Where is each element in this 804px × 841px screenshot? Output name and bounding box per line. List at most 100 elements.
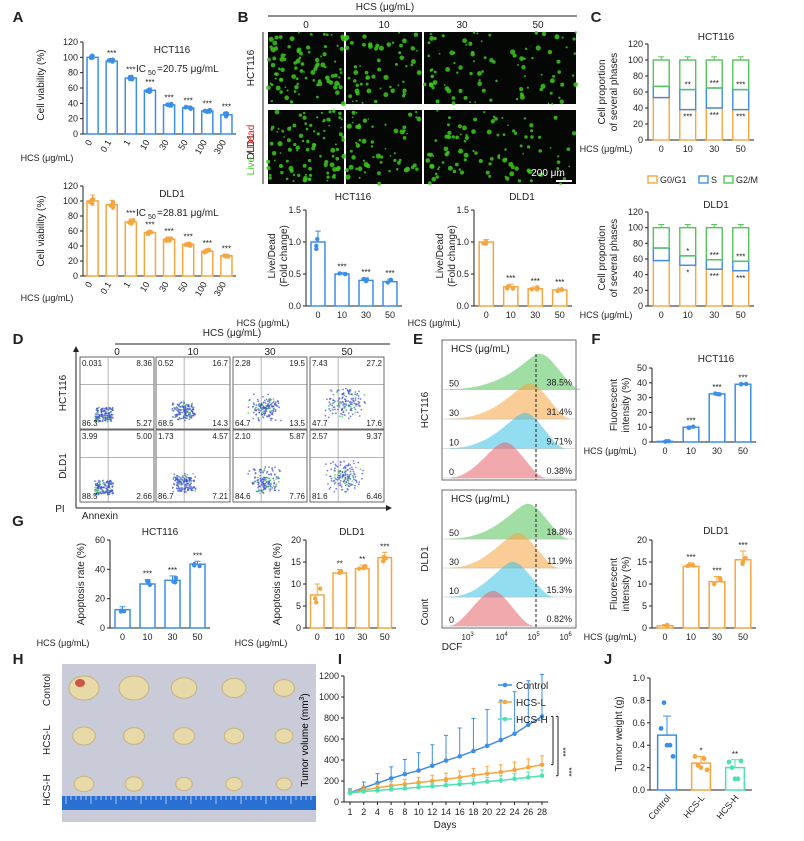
event-dot (279, 419, 282, 422)
x-tick-label: 10 (138, 280, 152, 294)
data-point (471, 748, 476, 754)
event-dot (193, 486, 196, 489)
event-dot (100, 408, 103, 410)
data-point (555, 288, 560, 294)
concentration-label: 10 (378, 20, 390, 31)
event-dot (175, 478, 178, 481)
x-axis-title: DCF (442, 642, 463, 653)
live-cell (358, 176, 361, 179)
event-dot (107, 493, 109, 496)
event-dot (179, 480, 182, 483)
event-dot (172, 478, 175, 480)
event-dot (262, 482, 264, 485)
event-dot (102, 410, 104, 413)
live-cell (560, 82, 565, 87)
live-cell (328, 110, 332, 114)
event-dot (183, 419, 186, 422)
live-cell (379, 160, 383, 164)
live-cell (573, 52, 577, 55)
event-dot (262, 408, 265, 410)
event-dot (174, 476, 177, 479)
event-dot (341, 475, 344, 478)
event-dot (185, 476, 188, 478)
live-cell (339, 68, 342, 71)
y-tick-label: 10 (637, 579, 647, 589)
live-cell (283, 136, 285, 138)
quadrant-value: 86.3 (82, 419, 98, 428)
live-cell (278, 67, 281, 71)
event-dot (349, 403, 352, 406)
data-point (535, 285, 540, 290)
ic50-value: =28.81 μg/mL (157, 208, 219, 219)
live-cell (488, 174, 492, 178)
event-dot (339, 400, 341, 403)
data-point (471, 780, 476, 786)
data-point (183, 242, 188, 247)
event-dot (269, 410, 271, 412)
event-dot (107, 409, 110, 411)
live-cell (358, 138, 362, 142)
live-cell (295, 145, 300, 151)
data-point (314, 243, 319, 248)
data-point (743, 381, 749, 387)
event-dot (96, 419, 98, 422)
live-cell (351, 100, 354, 103)
live-cell (393, 128, 399, 134)
x-tick-label: 30 (167, 632, 177, 642)
live-cell (353, 70, 359, 76)
concentration-label: 50 (341, 347, 353, 358)
event-dot (270, 410, 273, 413)
live-cell (398, 51, 402, 55)
event-dot (268, 488, 271, 490)
event-dot (355, 394, 358, 397)
event-dot (274, 489, 276, 492)
event-dot (187, 404, 190, 406)
event-dot (359, 468, 362, 471)
live-cell (540, 83, 546, 89)
live-cell (302, 115, 307, 120)
fluorescence-image (266, 31, 346, 107)
data-point (204, 109, 209, 114)
live-cell (279, 57, 285, 62)
event-dot (353, 478, 355, 481)
event-dot (346, 464, 349, 467)
x-tick-label: 50 (176, 280, 190, 294)
event-dot (103, 407, 106, 410)
event-dot (174, 479, 177, 482)
live-cell (275, 85, 281, 91)
chart-title: HCT116 (142, 527, 179, 538)
event-dot (348, 404, 350, 407)
flow-plot (155, 429, 231, 503)
live-cell (354, 88, 360, 94)
quadrant-value: 5.00 (136, 432, 152, 441)
live-cell (444, 134, 449, 139)
event-dot (262, 470, 264, 473)
plot-frame (79, 429, 155, 503)
event-dot (351, 413, 354, 416)
event-dot (277, 489, 280, 492)
event-dot (102, 482, 105, 484)
live-cell (443, 84, 446, 86)
y-tick-label: 0 (334, 797, 339, 807)
live-cell (539, 87, 543, 92)
event-dot (190, 479, 193, 482)
event-dot (277, 475, 279, 478)
event-dot (354, 399, 357, 401)
data-point (729, 765, 735, 770)
concentration-label: 50 (532, 20, 544, 31)
event-dot (342, 480, 345, 483)
y-axis-title: Count (420, 598, 431, 625)
event-dot (339, 464, 342, 466)
significance-label: *** (203, 239, 212, 248)
event-dot (173, 406, 176, 409)
event-dot (256, 476, 259, 479)
live-cell (394, 62, 398, 66)
event-dot (269, 417, 272, 420)
event-dot (268, 398, 271, 401)
event-dot (339, 460, 342, 463)
live-cell (547, 102, 550, 105)
data-point (692, 754, 698, 759)
live-cell (280, 67, 285, 72)
live-cell (431, 86, 435, 90)
percentage-label: 9.71% (546, 437, 572, 447)
